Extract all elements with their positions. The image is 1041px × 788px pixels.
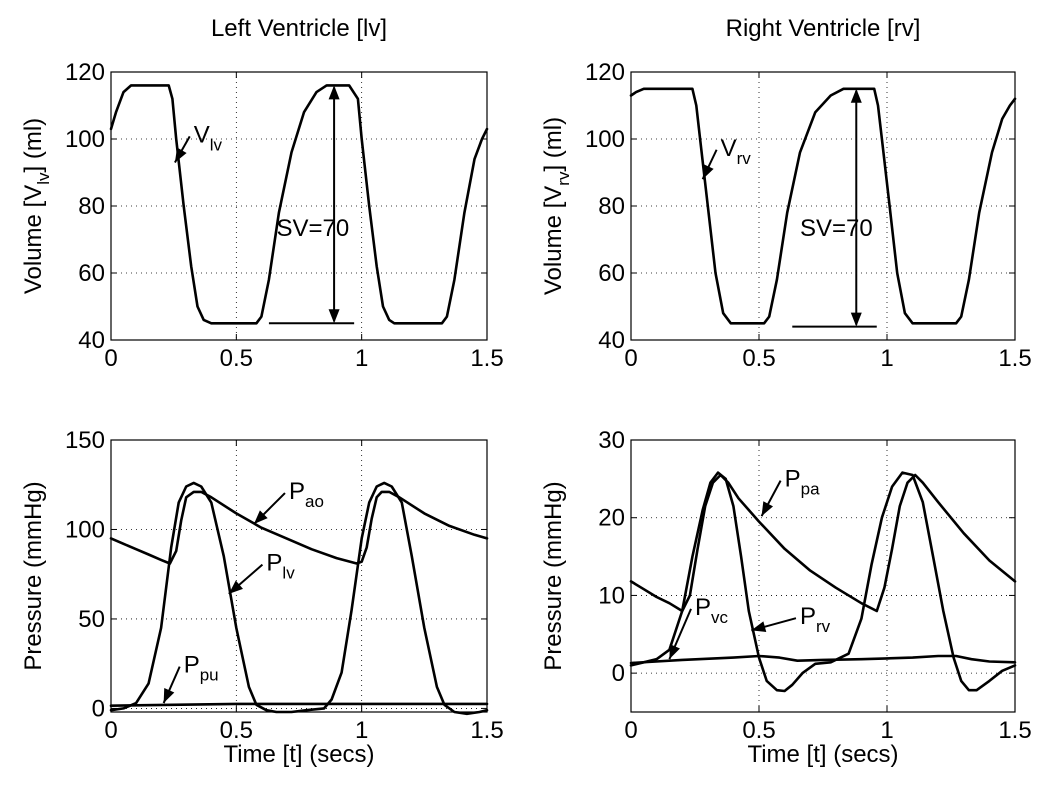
x-tick-label: 0 xyxy=(624,345,637,372)
y-tick-label: 50 xyxy=(78,606,105,633)
y-axis-label: Pressure (mmHg) xyxy=(20,481,47,670)
arrow-head xyxy=(228,580,243,594)
x-axis-label: Time [t] (secs) xyxy=(223,741,374,768)
y-tick-label: 80 xyxy=(78,193,105,220)
volume-line xyxy=(109,84,489,325)
y-axis-label: Volume [Vlv] (ml) xyxy=(20,118,53,294)
p-vc-line xyxy=(629,654,1017,665)
x-tick-label: 0 xyxy=(624,717,637,744)
x-tick-label: 0.5 xyxy=(220,717,253,744)
y-tick-label: 20 xyxy=(598,505,625,532)
x-tick-label: 1 xyxy=(880,717,893,744)
lv-volume-panel: 0 0.5 1 1.5 40 60 80 100 120 Left Ventricle [lv] V… xyxy=(20,15,504,372)
series-label-pa: Ppa xyxy=(785,466,820,499)
volume-line xyxy=(629,87,1017,325)
y-tick-label: 10 xyxy=(598,582,625,609)
x-tick-label: 1.5 xyxy=(998,717,1031,744)
series-label-ao: Pao xyxy=(289,478,324,511)
y-axis-label: Pressure (mmHg) xyxy=(540,481,567,670)
x-tick-label: 0 xyxy=(104,717,117,744)
arrow-head xyxy=(174,147,187,163)
stroke-volume-label: SV=70 xyxy=(800,215,873,242)
x-tick-label: 0 xyxy=(104,345,117,372)
p-pa-line xyxy=(629,473,1017,613)
y-tick-label: 40 xyxy=(78,327,105,354)
plot-frame xyxy=(110,71,488,341)
lv-pressure-panel: 0 0.5 1 1.5 0 50 100 150 Time [t] (secs) Pressure… xyxy=(20,427,504,768)
y-tick-label: 60 xyxy=(598,260,625,287)
x-tick-label: 1 xyxy=(355,345,368,372)
x-tick-label: 0.5 xyxy=(220,345,253,372)
rv-pressure-panel: 0 0.5 1 1.5 0 10 20 30 Time [t] (secs) Pressure (… xyxy=(540,427,1032,768)
rv-volume-panel: 0 0.5 1 1.5 40 60 80 100 120 Right Ventricle [rv]… xyxy=(540,15,1032,372)
series-label-lv: Vlv xyxy=(194,121,223,154)
y-tick-label: 120 xyxy=(65,59,105,86)
arrow-head xyxy=(850,312,862,327)
arrow-head xyxy=(163,688,175,704)
y-tick-label: 150 xyxy=(65,427,105,454)
arrow-head xyxy=(702,164,714,180)
x-tick-label: 1.5 xyxy=(470,345,503,372)
series-label-vc: Pvc xyxy=(695,594,729,627)
y-tick-label: 120 xyxy=(585,59,625,86)
x-tick-label: 1 xyxy=(355,717,368,744)
plot-frame xyxy=(630,71,1016,341)
x-tick-label: 1.5 xyxy=(470,717,503,744)
chart-title: Left Ventricle [lv] xyxy=(211,15,387,42)
arrow-head xyxy=(761,501,774,517)
x-tick-label: 1.5 xyxy=(998,345,1031,372)
p-lv-line xyxy=(109,481,489,716)
series-label-rv: Prv xyxy=(800,603,831,636)
plot-frame xyxy=(630,439,1016,713)
arrow-head xyxy=(669,644,680,660)
p-rv-line xyxy=(629,471,1017,693)
p-ao-line xyxy=(109,490,489,565)
p-pu-line xyxy=(109,702,489,707)
stroke-volume-label: SV=70 xyxy=(276,215,349,242)
arrow-head xyxy=(328,85,340,100)
y-tick-label: 100 xyxy=(65,126,105,153)
series-label-pu: Ppu xyxy=(184,652,219,685)
y-tick-label: 100 xyxy=(65,516,105,543)
x-axis-label: Time [t] (secs) xyxy=(747,741,898,768)
arrow-head xyxy=(253,510,268,525)
series-label-rv: Vrv xyxy=(721,135,752,168)
y-axis-label: Volume [Vrv] (ml) xyxy=(540,117,573,295)
series-label-lv: Plv xyxy=(266,550,295,583)
y-tick-label: 0 xyxy=(92,695,105,722)
arrow-head xyxy=(328,309,340,324)
y-tick-label: 0 xyxy=(612,660,625,687)
y-tick-label: 100 xyxy=(585,126,625,153)
arrow-head xyxy=(751,621,767,633)
chart-title: Right Ventricle [rv] xyxy=(726,15,921,42)
x-tick-label: 0.5 xyxy=(742,345,775,372)
y-tick-label: 60 xyxy=(78,260,105,287)
y-tick-label: 30 xyxy=(598,427,625,454)
arrow-head xyxy=(850,88,862,103)
x-tick-label: 1 xyxy=(880,345,893,372)
x-tick-label: 0.5 xyxy=(742,717,775,744)
y-tick-label: 80 xyxy=(598,193,625,220)
y-tick-label: 40 xyxy=(598,327,625,354)
